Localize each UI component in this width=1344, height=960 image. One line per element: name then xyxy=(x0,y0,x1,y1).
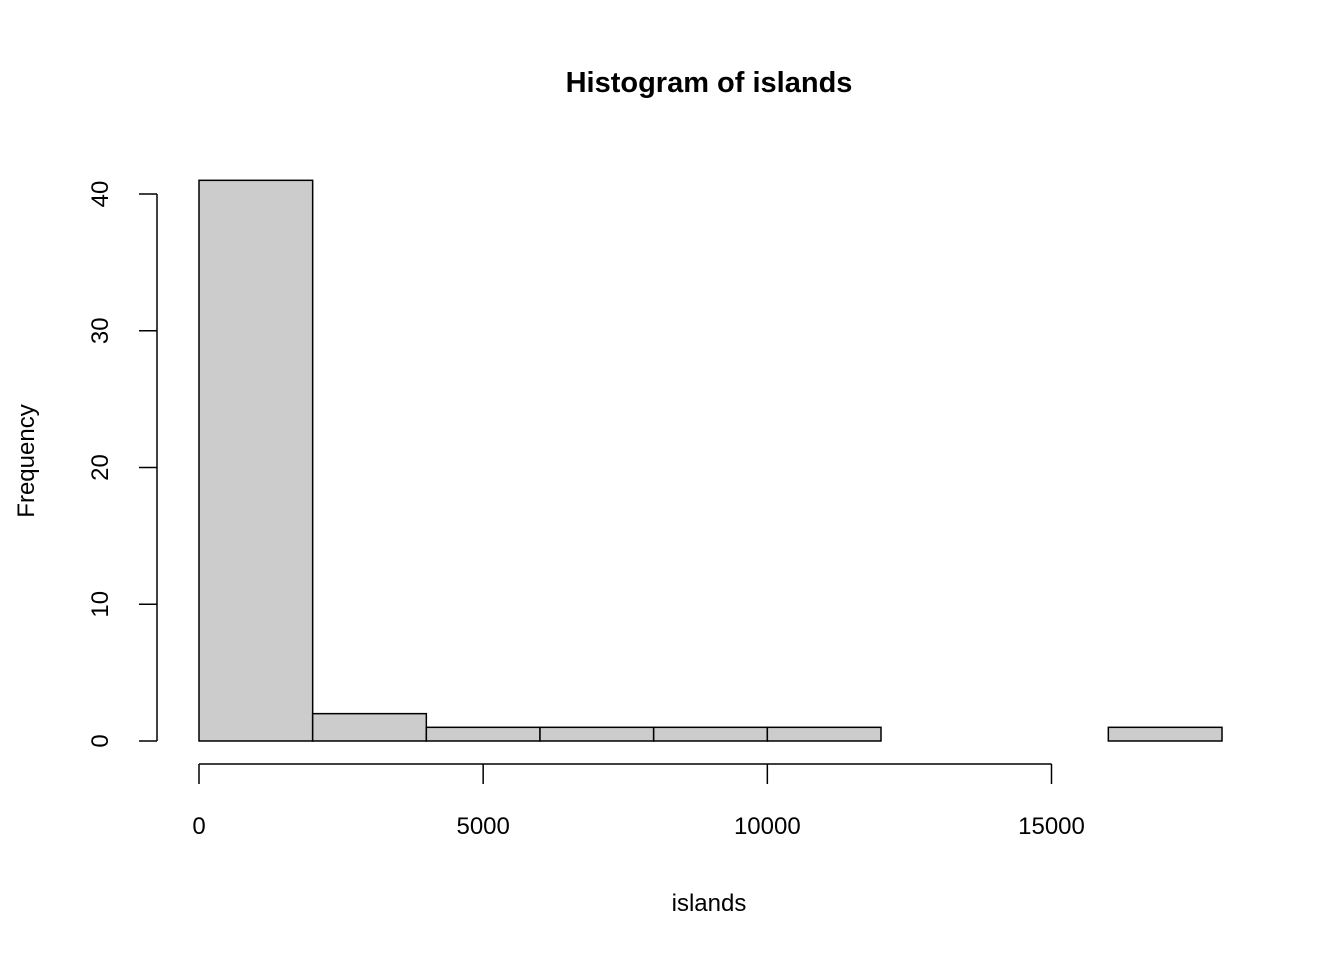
y-tick-label: 40 xyxy=(87,181,114,208)
x-tick-label: 0 xyxy=(192,813,205,840)
y-axis: 0 10 20 30 40 xyxy=(87,181,158,748)
histogram-bar xyxy=(766,726,882,742)
x-axis-label: islands xyxy=(672,890,747,917)
histogram-bar xyxy=(1107,726,1223,742)
x-tick-label: 5000 xyxy=(456,813,509,840)
y-tick-label: 0 xyxy=(87,734,114,747)
histogram-bar xyxy=(425,726,541,742)
histogram-bar xyxy=(652,726,769,742)
histogram-bar xyxy=(539,726,655,742)
y-axis-label: Frequency xyxy=(13,404,40,517)
x-tick-label: 15000 xyxy=(1018,813,1085,840)
chart-title: Histogram of islands xyxy=(566,67,853,99)
y-tick-label: 20 xyxy=(87,454,114,481)
bars xyxy=(198,179,1223,742)
histogram-bar xyxy=(311,712,428,742)
y-tick-label: 10 xyxy=(87,591,114,618)
histogram-bar xyxy=(198,179,314,742)
x-axis: 0 5000 10000 15000 xyxy=(192,763,1085,840)
y-tick-label: 30 xyxy=(87,317,114,344)
x-tick-label: 10000 xyxy=(734,813,801,840)
